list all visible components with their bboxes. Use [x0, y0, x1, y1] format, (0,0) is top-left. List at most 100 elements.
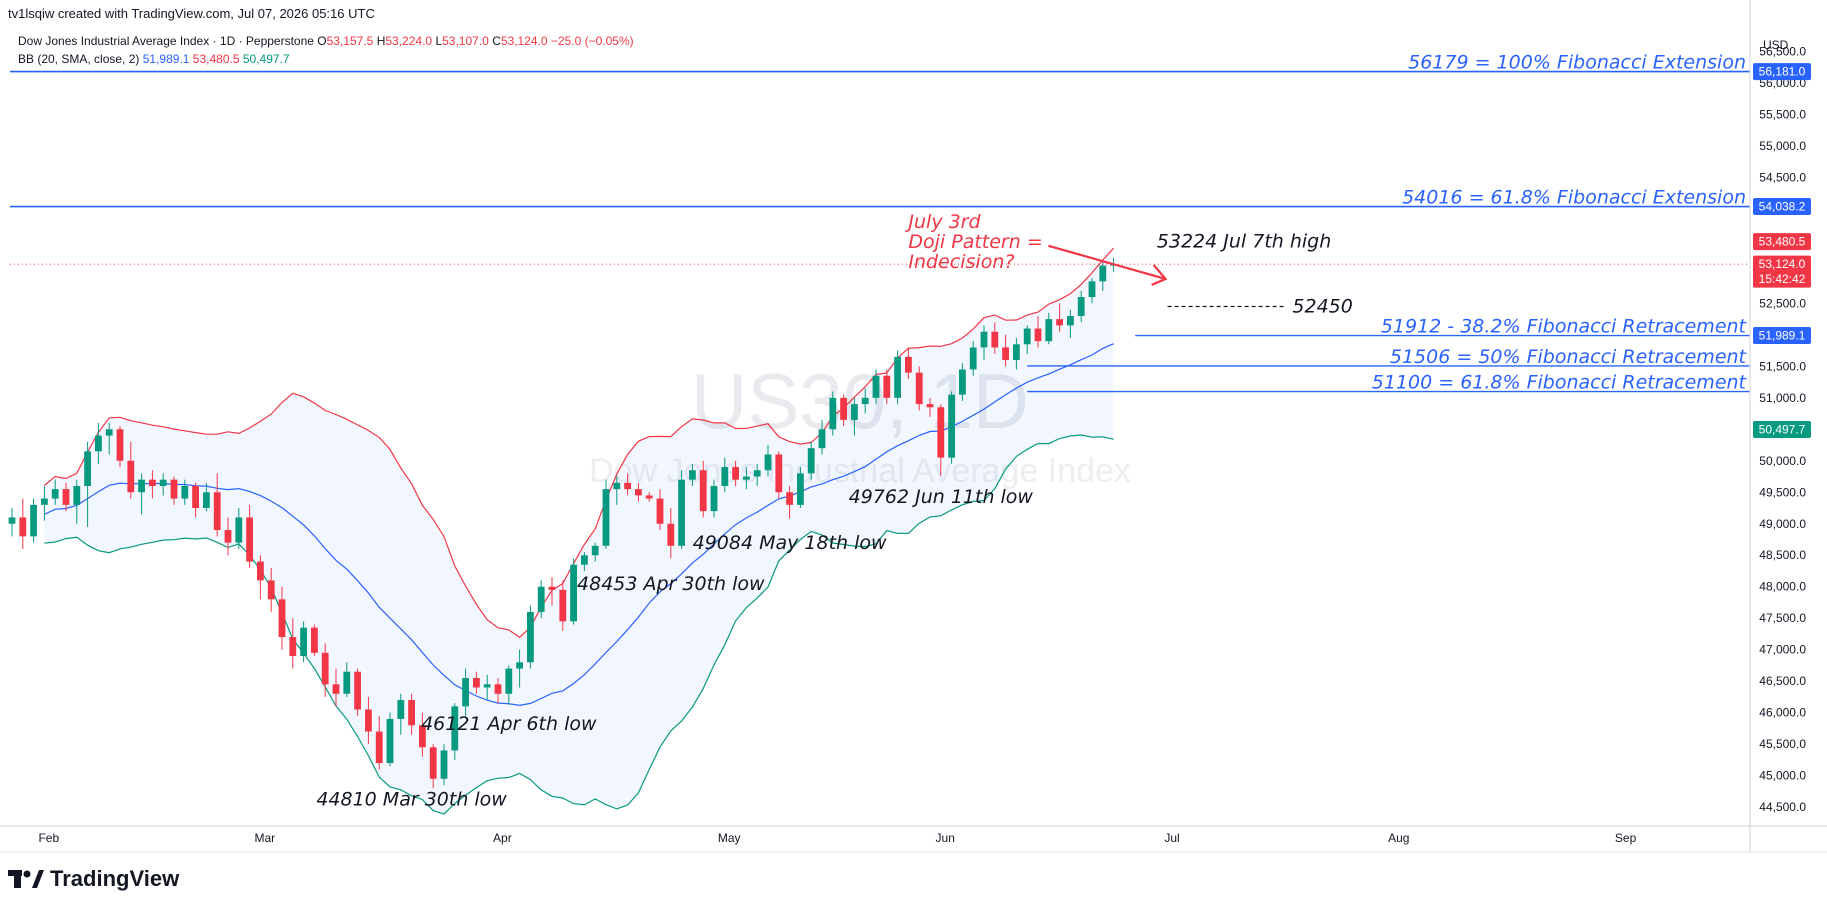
x-tick-label: Apr: [493, 831, 512, 845]
candle-body: [105, 429, 113, 436]
candle-body: [764, 454, 772, 471]
candle: [84, 441, 91, 527]
bb-lower-value: 50,497.7: [242, 52, 290, 66]
price-annotation: 44810 Mar 30th low: [316, 788, 507, 810]
symbol-legend: Dow Jones Industrial Average Index · 1D …: [18, 34, 634, 48]
candle-body: [386, 718, 394, 764]
candle-body: [95, 435, 102, 452]
candle-body: [127, 460, 135, 493]
y-tick-label: 44,500.0: [1759, 800, 1806, 814]
bollinger-bands: [44, 247, 1115, 815]
y-tick-label: 51,500.0: [1759, 359, 1806, 373]
candle: [365, 696, 372, 745]
price-tag: 50,497.7: [1753, 420, 1811, 438]
candle-body: [1088, 281, 1096, 298]
low-label: L: [435, 34, 443, 48]
candle-body: [635, 489, 642, 496]
candle-body: [213, 492, 221, 531]
symbol-name[interactable]: Dow Jones Industrial Average Index · 1D …: [18, 34, 314, 48]
price-tag: 51,989.1: [1753, 327, 1811, 345]
price-annotation: 48453 Apr 30th low: [577, 573, 765, 595]
candle-body: [19, 517, 27, 537]
brand-name: TradingView: [50, 866, 180, 891]
candle: [386, 712, 394, 767]
candle-body: [505, 668, 513, 694]
candle: [343, 662, 351, 697]
low-value: 53,107.0: [442, 34, 489, 48]
price-tag: 53,480.5: [1753, 233, 1811, 251]
candle: [883, 369, 891, 405]
candle: [408, 693, 415, 735]
candle: [51, 479, 59, 505]
candle: [170, 476, 178, 505]
candle-body: [473, 678, 480, 688]
candle: [30, 498, 37, 543]
candle-body: [851, 404, 858, 420]
x-tick-label: Mar: [254, 831, 275, 845]
candle-body: [1002, 347, 1009, 361]
candle-body: [710, 485, 718, 512]
doji-note-line: Indecision?: [908, 251, 1014, 273]
bb-basis-line: [44, 343, 1114, 707]
change-value: −25.0 (−0.05%): [550, 34, 634, 48]
high-label: H: [376, 34, 386, 48]
price-tag-label: 56,181.0: [1759, 65, 1806, 79]
candle-body: [537, 586, 545, 612]
bb-label[interactable]: BB (20, SMA, close, 2): [18, 52, 140, 66]
candle: [1067, 309, 1074, 338]
price-tag-bg: [1753, 255, 1811, 288]
candle: [138, 473, 145, 515]
bb-upper-line: [44, 247, 1115, 639]
price-tag-label: 53,480.5: [1759, 235, 1806, 249]
fibonacci-levels: 56179 = 100% Fibonacci Extension 54016 = …: [10, 52, 1750, 394]
candle-body: [548, 586, 556, 590]
candle-body: [1077, 297, 1085, 316]
tradingview-logo-icon: [8, 870, 44, 888]
x-tick-label: Sep: [1615, 831, 1637, 845]
tradingview-logo[interactable]: TradingView: [8, 866, 179, 892]
candle: [1056, 303, 1063, 332]
bb-upper-value: 53,480.5: [192, 52, 240, 66]
candle: [311, 624, 318, 656]
candle: [1077, 290, 1085, 323]
candle-body: [591, 545, 599, 556]
candle-body: [948, 394, 955, 458]
candle-body: [721, 467, 729, 486]
candle: [905, 347, 912, 379]
candle: [8, 508, 16, 537]
candle: [375, 715, 383, 770]
close-label: C: [492, 34, 501, 48]
candle: [321, 643, 329, 697]
candle-body: [1013, 344, 1020, 361]
candle-body: [581, 555, 588, 565]
candle-body: [753, 470, 761, 477]
candle: [213, 473, 221, 537]
candle-body: [62, 489, 70, 505]
candle-body: [937, 407, 945, 458]
price-tag-bg: [1753, 420, 1811, 438]
candle: [969, 341, 977, 376]
candle: [105, 423, 113, 455]
candle: [332, 668, 340, 707]
candle-body: [797, 473, 804, 505]
y-tick-label: 50,000.0: [1759, 454, 1806, 468]
candle-body: [51, 489, 59, 499]
candle-body: [678, 479, 685, 546]
candles: [8, 257, 1117, 789]
candle-body: [235, 517, 243, 543]
candle-body: [516, 662, 523, 669]
candle: [797, 467, 804, 509]
y-tick-label: 48,500.0: [1759, 548, 1806, 562]
x-tick-label: May: [718, 831, 741, 845]
x-tick-label: Feb: [38, 831, 59, 845]
candle: [537, 580, 545, 619]
candle-body: [397, 700, 405, 719]
candle: [548, 577, 556, 606]
candle-body: [494, 684, 502, 694]
candle-body: [149, 479, 156, 486]
candle-body: [1045, 319, 1053, 342]
candle-body: [926, 404, 934, 408]
candle: [235, 508, 243, 549]
price-tag: 54,038.2: [1753, 198, 1811, 216]
